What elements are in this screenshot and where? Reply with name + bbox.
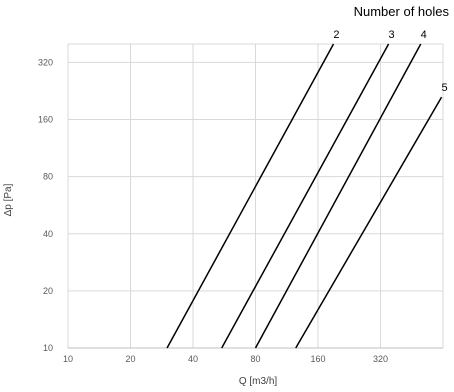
y-tick-labels: 10 20 40 80 160 320 [38,57,53,353]
x-axis-label: Q [m3/h] [239,376,278,387]
legend-title: Number of holes [354,4,450,19]
x-tick-label: 160 [310,354,325,364]
y-tick-label: 40 [43,229,53,239]
series-line-2 [166,43,335,349]
series-line-3 [221,43,390,349]
series-line-4 [254,43,422,349]
series-label-2: 2 [333,29,339,41]
series-label-4: 4 [421,29,427,41]
series-label-5: 5 [442,82,448,94]
series-line-5 [295,96,443,349]
y-tick-label: 10 [43,343,53,353]
x-tick-label: 20 [125,354,135,364]
x-tick-label: 320 [373,354,388,364]
series-label-3: 3 [389,29,395,41]
x-tick-label: 40 [188,354,198,364]
x-tick-label: 10 [63,354,73,364]
y-tick-label: 80 [43,172,53,182]
x-tick-label: 80 [250,354,260,364]
y-tick-label: 320 [38,57,53,67]
y-tick-label: 160 [38,115,53,125]
y-axis-label: Δp [Pa] [3,183,14,216]
grid-lines [67,43,444,349]
series-lines: 2 3 4 5 [166,29,448,349]
y-tick-label: 20 [43,286,53,296]
x-tick-labels: 10 20 40 80 160 320 [63,354,388,364]
